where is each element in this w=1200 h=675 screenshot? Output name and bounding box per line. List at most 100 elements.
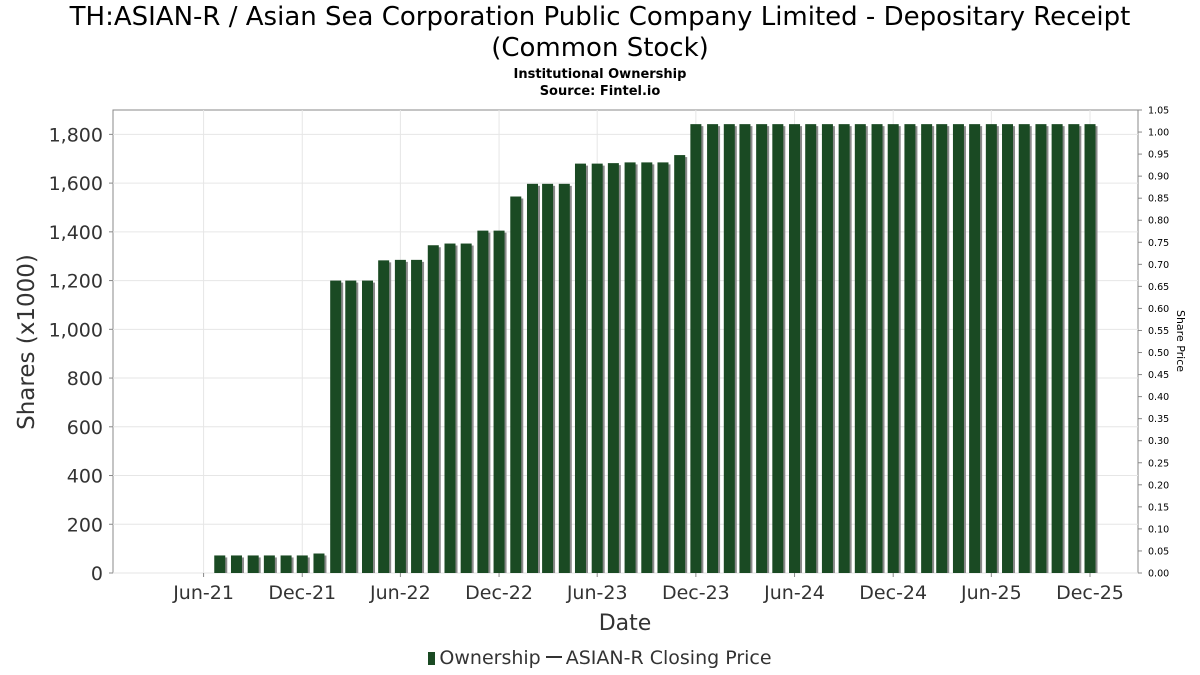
ownership-bars <box>214 124 1098 574</box>
ownership-bar <box>230 555 242 573</box>
x-axis-label: Date <box>599 611 652 636</box>
x-tick-label: Dec-22 <box>465 582 533 604</box>
y2-tick-label: 0.60 <box>1148 304 1169 315</box>
ownership-bar <box>330 280 342 573</box>
y2-tick-label: 0.90 <box>1148 172 1169 183</box>
ownership-bar <box>558 183 570 574</box>
chart-legend: Ownership ASIAN-R Closing Price <box>0 647 1200 669</box>
ownership-bar <box>607 163 619 573</box>
ownership-bar <box>936 124 948 574</box>
y2-tick-label: 0.55 <box>1148 326 1169 337</box>
ownership-bar <box>690 124 702 574</box>
y2-tick-label: 0.85 <box>1148 194 1169 205</box>
ownership-bar <box>493 230 505 573</box>
ownership-bar <box>854 124 866 574</box>
ownership-bar <box>460 243 472 573</box>
ownership-bar <box>280 555 292 573</box>
chart-title-line1: TH:ASIAN-R / Asian Sea Corporation Publi… <box>69 2 1131 32</box>
ownership-bar <box>247 555 259 573</box>
y2-tick-label: 0.65 <box>1148 282 1169 293</box>
y-tick-label: 1,400 <box>49 222 103 244</box>
ownership-bar <box>707 124 719 574</box>
ownership-bar <box>723 124 735 574</box>
ownership-bar <box>772 124 784 574</box>
ownership-bar <box>1084 124 1096 574</box>
y2-tick-label: 0.20 <box>1148 480 1169 491</box>
y2-tick-label: 0.70 <box>1148 260 1169 271</box>
ownership-bar <box>477 230 489 573</box>
x-tick-label: Jun-24 <box>763 582 825 604</box>
ownership-bar <box>624 162 636 574</box>
ownership-chart: 0 200 400 600 800 1,000 1,200 1,400 1,600 1,800 0… <box>14 106 1187 637</box>
price-legend-label: ASIAN-R Closing Price <box>565 647 772 669</box>
y-tick-label: 1,600 <box>49 173 103 195</box>
ownership-bar <box>674 155 686 573</box>
y2-tick-label: 0.25 <box>1148 458 1169 469</box>
ownership-bar <box>411 259 423 573</box>
ownership-bar <box>838 124 850 574</box>
x-tick-label: Jun-23 <box>566 582 628 604</box>
y2-tick-label: 0.15 <box>1148 502 1169 513</box>
y2-tick-label: 0.40 <box>1148 392 1169 403</box>
ownership-bar <box>1051 124 1063 574</box>
y2-tick-label: 0.75 <box>1148 238 1169 249</box>
ownership-bar <box>263 555 275 573</box>
ownership-bar <box>296 555 308 573</box>
y2-tick-label: 0.30 <box>1148 436 1169 447</box>
ownership-bar <box>985 124 997 574</box>
ownership-bar <box>214 555 226 573</box>
y2-tick-label: 0.35 <box>1148 414 1169 425</box>
y2-tick-label: 0.10 <box>1148 524 1169 535</box>
y2-tick-label: 1.00 <box>1148 128 1169 139</box>
ownership-bar <box>427 245 439 573</box>
ownership-bar <box>1018 124 1030 574</box>
y2-tick-label: 0.80 <box>1148 216 1169 227</box>
y-tick-label: 400 <box>67 466 103 488</box>
y2-axis-label: Share Price <box>1174 310 1187 372</box>
ownership-legend-label: Ownership <box>439 647 541 669</box>
x-tick-label: Dec-24 <box>859 582 927 604</box>
ownership-bar <box>952 124 964 574</box>
y-tick-label: 200 <box>67 514 103 536</box>
y-axis-right: 0.00 0.05 0.10 0.15 0.20 0.25 0.30 0.35 0.40 0.45… <box>1138 106 1169 580</box>
ownership-bar <box>361 280 373 573</box>
ownership-bar <box>591 163 603 573</box>
x-tick-label: Dec-25 <box>1056 582 1124 604</box>
y-tick-label: 1,000 <box>49 319 103 341</box>
x-tick-label: Dec-23 <box>662 582 730 604</box>
y-tick-label: 1,200 <box>49 271 103 293</box>
ownership-bar <box>378 260 390 573</box>
y2-tick-label: 0.50 <box>1148 348 1169 359</box>
ownership-bar <box>313 553 325 573</box>
x-tick-label: Jun-21 <box>172 582 234 604</box>
chart-subtitle: Institutional Ownership <box>513 67 687 82</box>
ownership-bar <box>756 124 768 574</box>
ownership-bar <box>542 183 554 574</box>
ownership-bar <box>1035 124 1047 574</box>
ownership-bar <box>574 163 586 573</box>
x-axis: Jun-21 Dec-21 Jun-22 Dec-22 Jun-23 Dec-23 Jun-… <box>172 573 1124 604</box>
y2-tick-label: 0.05 <box>1148 546 1169 557</box>
ownership-bar <box>1068 124 1080 574</box>
ownership-bar <box>1002 124 1014 574</box>
x-tick-label: Dec-21 <box>268 582 336 604</box>
ownership-bar <box>444 243 456 573</box>
ownership-bar <box>641 162 653 574</box>
ownership-bar <box>526 183 538 574</box>
chart-title-line2: (Common Stock) <box>491 33 709 63</box>
ownership-bar <box>510 196 522 574</box>
y2-tick-label: 0.95 <box>1148 150 1169 161</box>
chart-title: TH:ASIAN-R / Asian Sea Corporation Publi… <box>0 2 1200 64</box>
y-axis-left: 0 200 400 600 800 1,000 1,200 1,400 1,600 1,800 <box>49 124 113 585</box>
x-tick-label: Jun-22 <box>369 582 431 604</box>
ownership-bar <box>921 124 933 574</box>
y2-tick-label: 1.05 <box>1148 106 1169 117</box>
y-tick-label: 800 <box>67 368 103 390</box>
y2-tick-label: 0.00 <box>1148 569 1169 580</box>
ownership-bar <box>904 124 916 574</box>
ownership-legend-swatch <box>428 652 436 665</box>
ownership-bar <box>887 124 899 574</box>
ownership-bar <box>805 124 817 574</box>
ownership-bar <box>739 124 751 574</box>
ownership-bar <box>871 124 883 574</box>
